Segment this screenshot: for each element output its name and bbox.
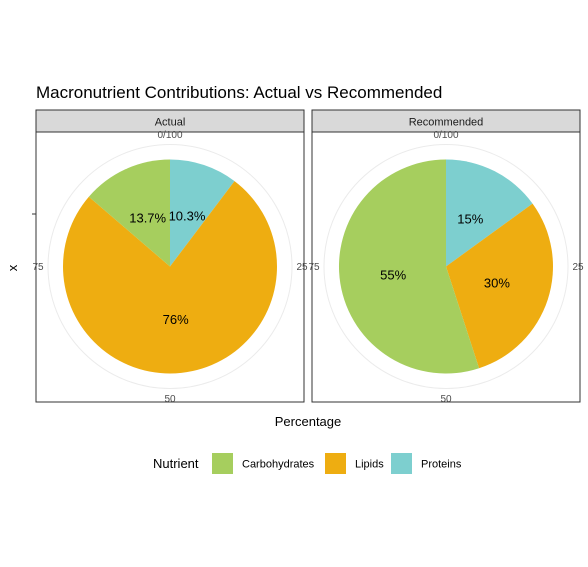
angle-tick-label: 0/100	[157, 130, 182, 141]
polar-grid-circle	[323, 144, 569, 389]
slice-label-carbohydrates: 55%	[380, 267, 406, 282]
strip-label: Recommended	[409, 117, 484, 129]
slice-label-proteins: 15%	[457, 211, 483, 226]
angle-tick-label: 0/100	[433, 130, 458, 141]
pie-slice-carbohydrates	[338, 159, 480, 374]
polar-grid-circle	[47, 144, 293, 389]
slice-label-carbohydrates: 13.7%	[129, 210, 166, 225]
pie-slice-lipids	[62, 181, 277, 374]
pie-slice-carbohydrates	[88, 159, 170, 267]
facet-panels: Actual10.3%76%13.7%0/100255075Recommende…	[32, 109, 584, 405]
pie-slice-proteins	[170, 159, 235, 267]
y-axis-title: x	[5, 264, 20, 271]
legend-title: Nutrient	[153, 456, 199, 471]
angle-tick-label: 25	[296, 262, 308, 273]
x-axis-title: Percentage	[275, 414, 342, 429]
angle-tick-label: 25	[572, 262, 584, 273]
angle-tick-label: 75	[308, 262, 320, 273]
strip-label: Actual	[155, 117, 186, 129]
panel-actual: Actual 10.3% 76% 13.7% 0/100 25 50 75	[32, 109, 308, 405]
pie-slice-proteins	[446, 159, 533, 267]
legend-label-carbohydrates: Carbohydrates	[242, 459, 315, 471]
angle-tick-label: 50	[164, 394, 176, 405]
legend-label-lipids: Lipids	[355, 459, 384, 471]
slice-label-lipids: 76%	[163, 312, 189, 327]
panel-recommended: Recommended 15% 30% 55% 0/100 25 50 75	[308, 109, 584, 405]
legend-label-proteins: Proteins	[421, 459, 462, 471]
slice-label-lipids: 30%	[484, 276, 510, 291]
angle-tick-label: 50	[440, 394, 452, 405]
legend-key-carbohydrates	[212, 453, 233, 474]
legend: Nutrient Carbohydrates Lipids Proteins	[153, 453, 462, 474]
chart-title: Macronutrient Contributions: Actual vs R…	[36, 83, 442, 102]
slice-label-proteins: 10.3%	[169, 208, 206, 223]
angle-tick-label: 75	[32, 262, 44, 273]
legend-key-proteins	[391, 453, 412, 474]
pie-slice-lipids	[446, 203, 553, 369]
legend-key-lipids	[325, 453, 346, 474]
